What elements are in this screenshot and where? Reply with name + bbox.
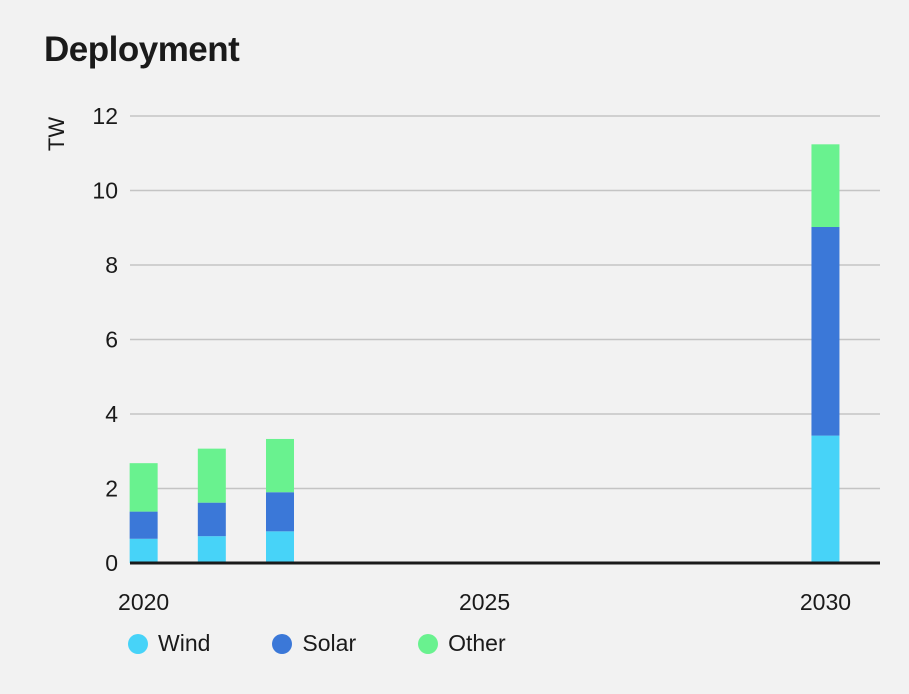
bar-segment-other — [811, 144, 840, 228]
x-tick-label: 2025 — [459, 589, 510, 615]
bar-segment-wind — [129, 538, 158, 563]
y-tick-label: 8 — [105, 252, 118, 278]
bar-segment-other — [129, 463, 158, 512]
legend-item-wind: Wind — [128, 630, 210, 657]
y-tick-label: 12 — [92, 103, 118, 129]
bar-segment-solar — [197, 502, 226, 537]
bar-segment-solar — [811, 227, 840, 436]
legend-swatch-wind — [128, 633, 148, 654]
legend-swatch-other — [418, 633, 439, 654]
x-tick-label: 2020 — [118, 589, 169, 615]
bar-segment-wind — [197, 536, 226, 563]
y-tick-label: 6 — [105, 327, 118, 353]
bar-segment-other — [197, 448, 226, 503]
y-tick-label: 2 — [105, 476, 118, 502]
bars — [129, 144, 840, 563]
grid-lines — [130, 115, 880, 490]
legend-label-solar: Solar — [302, 630, 357, 656]
y-tick-label: 4 — [105, 401, 118, 427]
bar-segment-wind — [266, 531, 294, 563]
legend-item-solar: Solar — [272, 630, 356, 657]
x-tick-label: 2030 — [800, 589, 851, 615]
bar-segment-solar — [266, 492, 294, 532]
bar-segment-wind — [811, 435, 840, 563]
x-tick-labels: 2020 2025 2030 — [118, 589, 851, 615]
legend-label-other: Other — [448, 630, 506, 656]
bar-segment-solar — [129, 511, 158, 539]
legend-swatch-solar — [272, 633, 293, 654]
y-tick-labels: 0 2 4 6 8 10 12 — [92, 103, 118, 576]
legend: Wind Solar Other — [128, 630, 506, 657]
legend-label-wind: Wind — [158, 630, 211, 656]
y-axis-label: TW — [44, 117, 69, 151]
y-tick-label: 0 — [105, 550, 118, 576]
chart-title: Deployment — [44, 30, 240, 69]
y-tick-label: 10 — [92, 178, 118, 204]
legend-item-other: Other — [418, 630, 506, 657]
bar-segment-other — [266, 438, 294, 493]
